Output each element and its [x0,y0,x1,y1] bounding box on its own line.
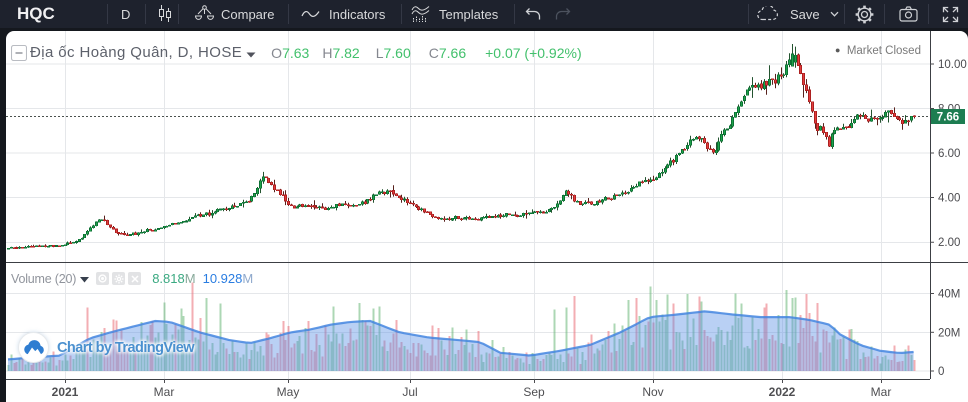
svg-text:2022: 2022 [769,385,796,399]
svg-text:Nov: Nov [642,385,663,399]
svg-text:Mar: Mar [871,385,892,399]
svg-text:2021: 2021 [52,385,79,399]
svg-text:0: 0 [938,366,944,378]
svg-text:10.00: 10.00 [938,59,967,71]
svg-text:6.00: 6.00 [938,148,960,160]
svg-text:2.00: 2.00 [938,237,960,249]
svg-text:4.00: 4.00 [938,193,960,205]
svg-text:Jul: Jul [402,385,417,399]
svg-text:May: May [277,385,300,399]
svg-text:7.66: 7.66 [937,112,959,124]
svg-text:Mar: Mar [154,385,175,399]
svg-text:20M: 20M [938,327,960,339]
svg-text:Sep: Sep [523,385,545,399]
svg-text:40M: 40M [938,289,960,301]
